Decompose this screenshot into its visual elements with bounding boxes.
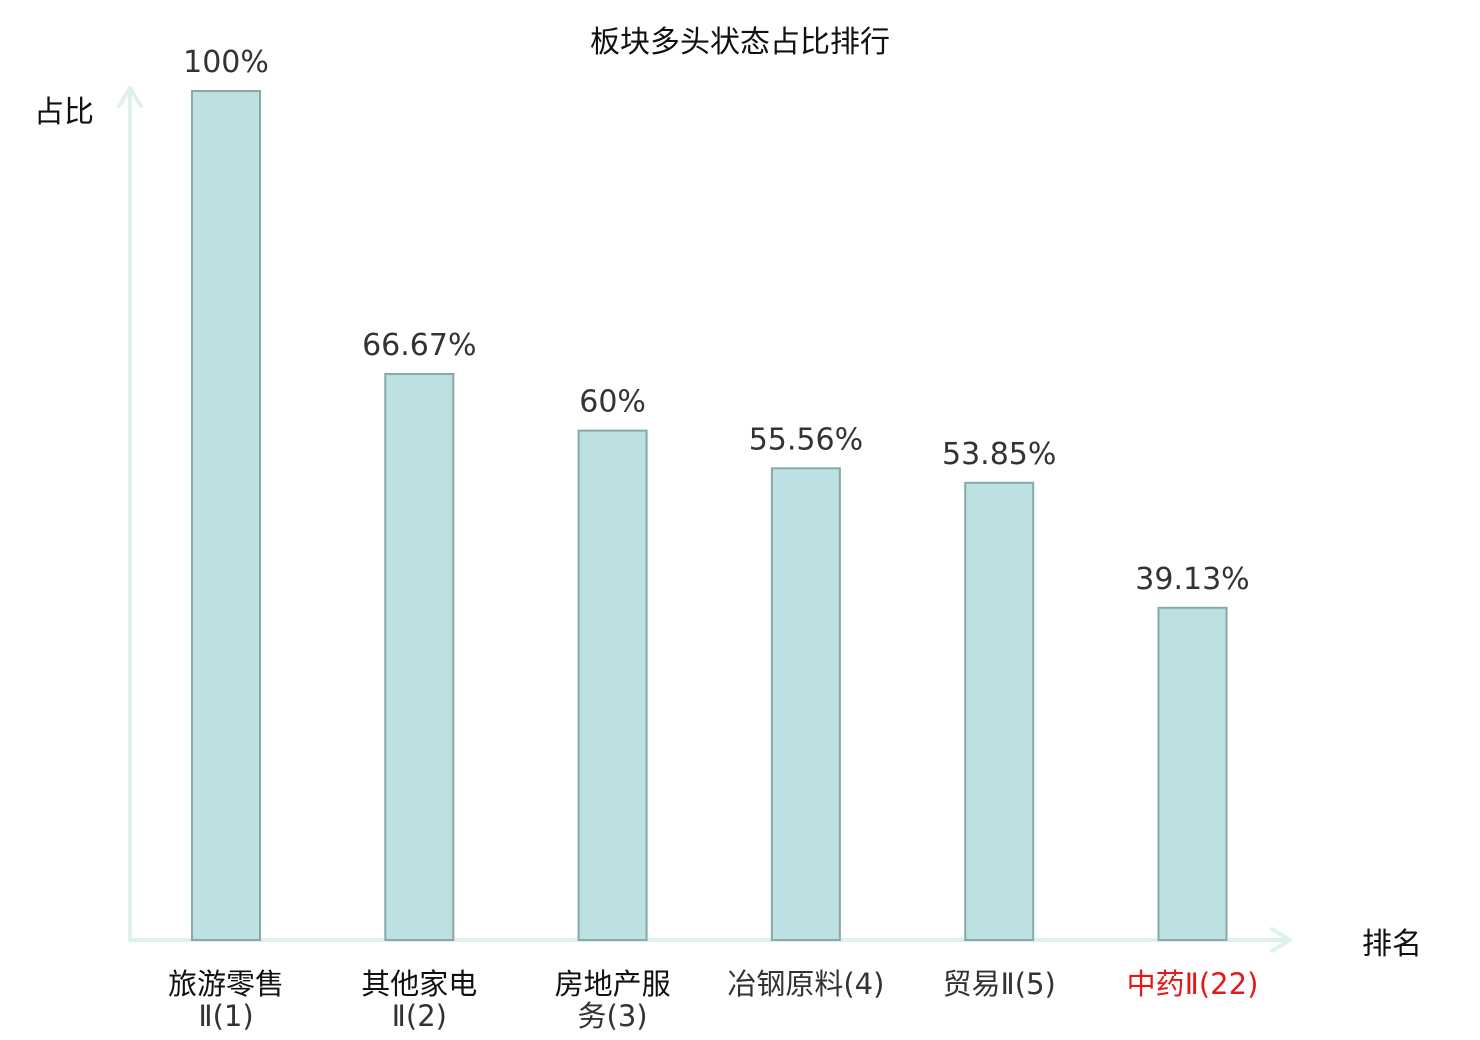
x-tick-label: 中药Ⅱ(22) [1127, 967, 1259, 1001]
x-tick-label: 房地产服务(3) [555, 967, 671, 1033]
bar [191, 90, 261, 941]
bar-series [191, 90, 1228, 942]
x-axis-label: 排名 [1362, 927, 1422, 962]
x-tick-label: 冶钢原料(4) [727, 967, 884, 1001]
bar [1157, 606, 1228, 942]
chart-title: 板块多头状态占比排行 [590, 25, 890, 60]
value-label: 53.85% [942, 437, 1056, 472]
bar [384, 372, 455, 942]
axes [117, 86, 1292, 953]
value-label: 66.67% [362, 328, 476, 363]
value-labels: 100% 66.67% 60% 55.56% 53.85% 39.13% [183, 45, 1250, 597]
bar [577, 429, 648, 941]
value-label: 39.13% [1135, 562, 1249, 597]
x-axis-arrow [1270, 927, 1292, 953]
x-tick-label: 旅游零售 Ⅱ(1) [168, 967, 284, 1033]
y-axis-arrow [117, 86, 143, 108]
value-label: 55.56% [749, 422, 863, 457]
category-labels: 旅游零售 Ⅱ(1) 其他家电 Ⅱ(2) 房地产服务(3) 冶钢原料(4) 贸易Ⅱ(5) 中药Ⅱ… [168, 967, 1258, 1033]
value-label: 60% [579, 385, 646, 420]
x-tick-label: 其他家电 Ⅱ(2) [361, 967, 477, 1033]
y-axis-label: 占比 [34, 95, 94, 130]
value-label: 100% [183, 45, 269, 80]
bar [964, 481, 1035, 941]
x-tick-label: 贸易Ⅱ(5) [943, 967, 1056, 1001]
bar [770, 467, 841, 941]
